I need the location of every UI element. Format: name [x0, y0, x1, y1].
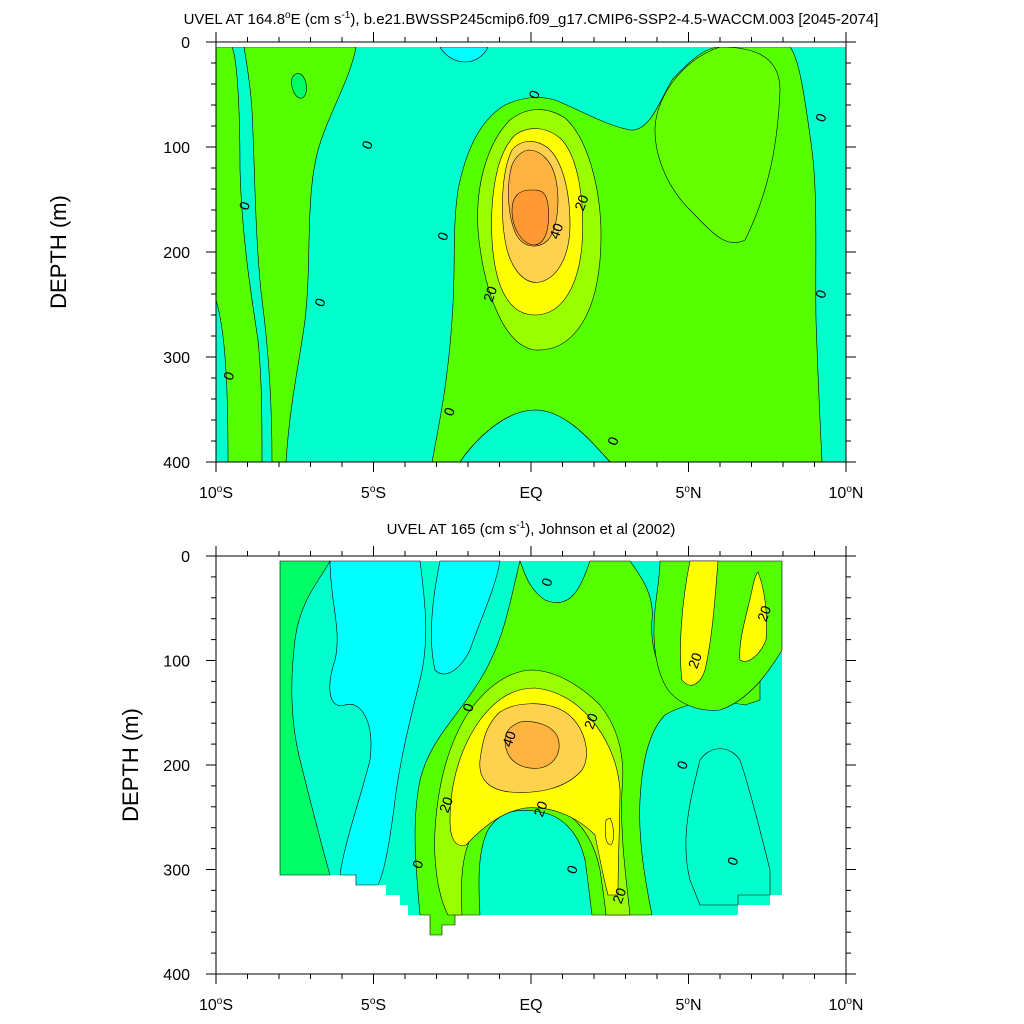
bottom-band-20-right	[680, 560, 719, 686]
contour-label: 20	[685, 650, 705, 670]
bottom-panel: UVEL AT 165 (cm s-1), Johnson et al (200…	[118, 520, 863, 1014]
x-tick-label: 10oN	[829, 484, 864, 502]
x-tick-label: 5oS	[361, 996, 386, 1014]
bottom-band-40	[504, 721, 560, 769]
top-x-axis: 10oS 5oS EQ 5oN 10oN	[199, 32, 863, 502]
top-band-bottom-cyan	[459, 409, 611, 462]
top-contour-field	[216, 47, 846, 462]
top-title-post: ), b.e21.BWSSP245cmip6.f09_g17.CMIP6-SSP…	[350, 11, 878, 28]
x-tick-label: 10oS	[199, 484, 233, 502]
x-tick-label: EQ	[519, 997, 542, 1014]
top-title-pre: UVEL AT 164.8	[184, 11, 285, 28]
x-tick-label: 10oS	[199, 996, 233, 1014]
y-tick-label: 0	[181, 549, 190, 566]
top-band-50	[511, 189, 549, 246]
y-tick-label: 300	[163, 350, 190, 367]
x-tick-label: 5oN	[675, 484, 701, 502]
y-tick-label: 200	[163, 245, 190, 262]
bottom-x-axis: 10oS 5oS EQ 5oN 10oN	[199, 546, 863, 1014]
bottom-title-sup: -1	[516, 520, 525, 531]
bottom-ylabel: DEPTH (m)	[118, 708, 143, 822]
contour-label: 20	[609, 885, 629, 905]
top-y-axis: 0 100 200 300 400	[163, 35, 856, 472]
y-tick-label: 200	[163, 758, 190, 775]
bottom-contour-field	[279, 559, 783, 936]
y-tick-label: 100	[163, 654, 190, 671]
contour-label: 20	[581, 711, 601, 731]
y-tick-label: 400	[163, 455, 190, 472]
y-tick-label: 100	[163, 140, 190, 157]
contour-label: 20	[530, 799, 550, 819]
contour-label: 20	[754, 603, 774, 623]
bottom-band-left-strip	[279, 560, 331, 876]
contour-label: 40	[546, 221, 566, 241]
top-title-deg: o	[285, 10, 291, 21]
top-title-mid: E (cm s	[291, 11, 342, 28]
y-tick-label: 300	[163, 863, 190, 880]
bottom-band-neg-mid	[431, 560, 501, 675]
bottom-title: UVEL AT 165 (cm s-1), Johnson et al (200…	[387, 520, 676, 538]
top-ylabel: DEPTH (m)	[46, 195, 71, 309]
bottom-title-post: ), Johnson et al (2002)	[525, 521, 675, 538]
y-tick-label: 400	[163, 967, 190, 984]
contour-label: 20	[480, 284, 500, 304]
bottom-band-20-far	[739, 571, 767, 662]
top-panel: UVEL AT 164.8oE (cm s-1), b.e21.BWSSP245…	[46, 10, 878, 502]
top-title-sup: -1	[341, 10, 350, 21]
x-tick-label: 5oN	[675, 996, 701, 1014]
x-tick-label: 5oS	[361, 484, 386, 502]
contour-label: 20	[571, 192, 591, 212]
y-tick-label: 0	[181, 35, 190, 52]
contour-label: 40	[499, 729, 519, 749]
top-band-right-blob	[654, 47, 781, 243]
bottom-band-neg-left	[329, 560, 427, 886]
top-band-neg	[439, 47, 489, 63]
bottom-band-right-cyan	[685, 748, 771, 906]
x-tick-label: EQ	[519, 485, 542, 502]
bottom-band-20-sliver	[604, 817, 614, 846]
top-band-bump	[291, 73, 307, 99]
contour-label: 20	[436, 794, 456, 814]
x-tick-label: 10oN	[829, 996, 864, 1014]
top-title: UVEL AT 164.8oE (cm s-1), b.e21.BWSSP245…	[184, 10, 879, 28]
bottom-y-axis: 0 100 200 300 400	[163, 549, 856, 984]
bottom-title-pre: UVEL AT 165 (cm s	[387, 521, 517, 538]
